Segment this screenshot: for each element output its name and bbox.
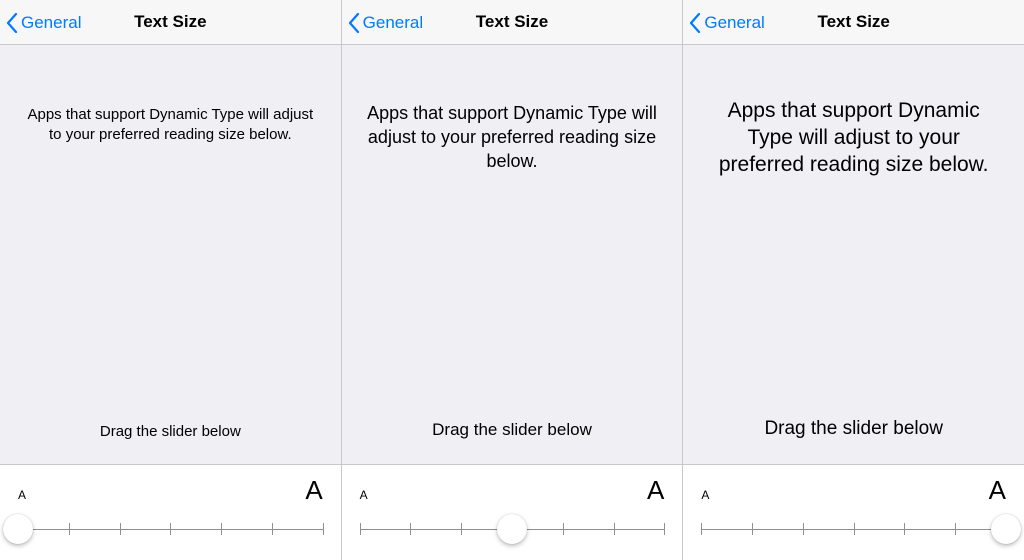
- description-text: Apps that support Dynamic Type will adju…: [342, 101, 683, 173]
- slider-tick: [854, 523, 855, 535]
- hint-text: Drag the slider below: [683, 418, 1024, 464]
- large-a-label: A: [305, 475, 322, 506]
- navbar: General Text Size: [683, 0, 1024, 45]
- body-area: Apps that support Dynamic Type will adju…: [0, 45, 341, 464]
- slider-tick: [323, 523, 324, 535]
- slider-tick: [120, 523, 121, 535]
- small-a-label: A: [360, 488, 368, 502]
- a-label-row: A A: [18, 475, 323, 506]
- slider-row: A A: [683, 464, 1024, 560]
- description-text: Apps that support Dynamic Type will adju…: [683, 97, 1024, 178]
- body-area: Apps that support Dynamic Type will adju…: [683, 45, 1024, 464]
- navbar: General Text Size: [342, 0, 683, 45]
- large-a-label: A: [647, 475, 664, 506]
- back-label: General: [363, 13, 423, 33]
- back-button[interactable]: General: [348, 0, 423, 45]
- slider-tick: [664, 523, 665, 535]
- text-size-panel: General Text Size Apps that support Dyna…: [682, 0, 1024, 560]
- hint-text: Drag the slider below: [342, 420, 683, 464]
- spacer: [342, 173, 683, 420]
- slider-tick: [410, 523, 411, 535]
- slider-tick: [701, 523, 702, 535]
- slider-tick: [360, 523, 361, 535]
- slider-thumb[interactable]: [3, 514, 33, 544]
- description-text: Apps that support Dynamic Type will adju…: [0, 105, 341, 145]
- text-size-panel: General Text Size Apps that support Dyna…: [341, 0, 683, 560]
- slider-tick: [614, 523, 615, 535]
- chevron-left-icon: [6, 13, 18, 33]
- back-button[interactable]: General: [6, 0, 81, 45]
- slider-row: A A: [342, 464, 683, 560]
- text-size-slider[interactable]: [360, 512, 665, 552]
- spacer: [683, 178, 1024, 418]
- text-size-slider[interactable]: [701, 512, 1006, 552]
- slider-tick: [272, 523, 273, 535]
- slider-tick: [752, 523, 753, 535]
- slider-tick: [221, 523, 222, 535]
- small-a-label: A: [701, 488, 709, 502]
- text-size-slider[interactable]: [18, 512, 323, 552]
- slider-thumb[interactable]: [497, 514, 527, 544]
- slider-ticks: [18, 523, 323, 535]
- back-label: General: [21, 13, 81, 33]
- back-button[interactable]: General: [689, 0, 764, 45]
- slider-tick: [69, 523, 70, 535]
- slider-tick: [803, 523, 804, 535]
- slider-row: A A: [0, 464, 341, 560]
- slider-tick: [904, 523, 905, 535]
- panels-container: General Text Size Apps that support Dyna…: [0, 0, 1024, 560]
- chevron-left-icon: [689, 13, 701, 33]
- text-size-panel: General Text Size Apps that support Dyna…: [0, 0, 341, 560]
- spacer: [0, 145, 341, 423]
- chevron-left-icon: [348, 13, 360, 33]
- slider-tick: [563, 523, 564, 535]
- slider-tick: [170, 523, 171, 535]
- body-area: Apps that support Dynamic Type will adju…: [342, 45, 683, 464]
- navbar: General Text Size: [0, 0, 341, 45]
- small-a-label: A: [18, 488, 26, 502]
- large-a-label: A: [989, 475, 1006, 506]
- slider-tick: [955, 523, 956, 535]
- a-label-row: A A: [360, 475, 665, 506]
- a-label-row: A A: [701, 475, 1006, 506]
- slider-ticks: [701, 523, 1006, 535]
- slider-tick: [461, 523, 462, 535]
- slider-thumb[interactable]: [991, 514, 1021, 544]
- back-label: General: [704, 13, 764, 33]
- hint-text: Drag the slider below: [0, 423, 341, 464]
